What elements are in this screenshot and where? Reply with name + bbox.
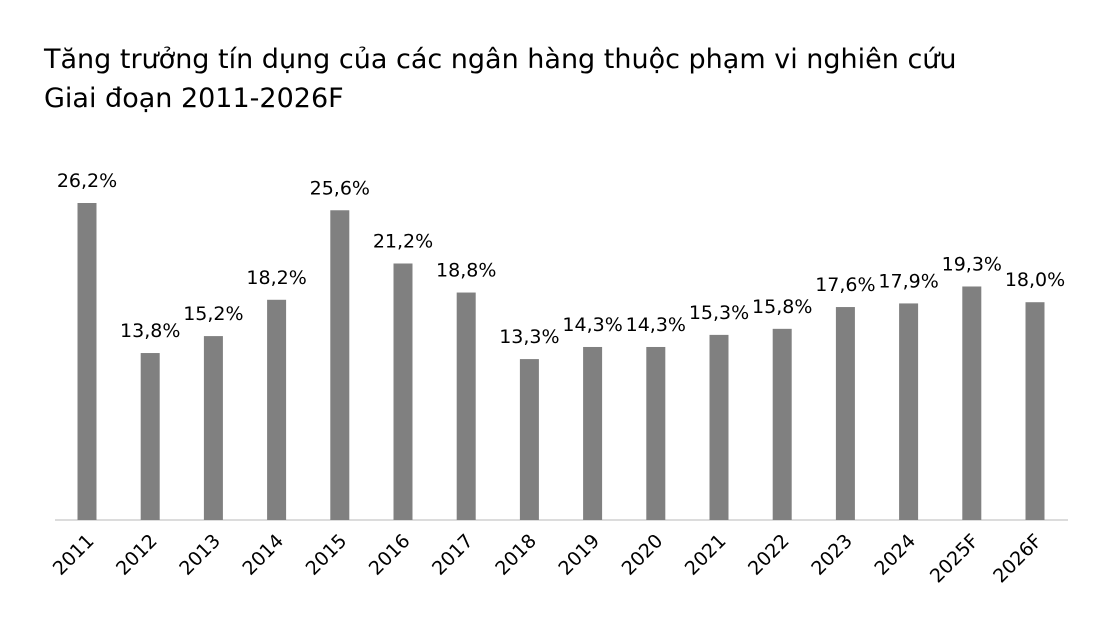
value-label: 18,8% xyxy=(436,260,496,282)
x-tick-label: 2017 xyxy=(428,530,478,580)
bar xyxy=(835,307,855,520)
x-tick-label: 2024 xyxy=(870,530,920,580)
bar xyxy=(709,334,729,520)
x-tick-label: 2012 xyxy=(112,530,162,580)
value-label: 18,0% xyxy=(1005,269,1065,291)
chart-title: Tăng trưởng tín dụng của các ngân hàng t… xyxy=(43,44,957,75)
x-tick-label: 2016 xyxy=(365,530,415,580)
x-tick-label: 2020 xyxy=(618,530,668,580)
chart-subtitle: Giai đoạn 2011-2026F xyxy=(44,83,344,114)
x-tick-label: 2019 xyxy=(554,530,604,580)
value-label: 14,3% xyxy=(626,314,686,336)
value-label: 15,8% xyxy=(752,296,812,318)
bar xyxy=(1025,302,1045,520)
value-label: 21,2% xyxy=(373,230,433,252)
bar xyxy=(267,299,287,520)
x-tick-label: 2011 xyxy=(49,530,99,580)
x-tick-label: 2013 xyxy=(175,530,225,580)
value-label: 17,6% xyxy=(815,274,875,296)
x-tick-label: 2023 xyxy=(807,530,857,580)
value-label: 19,3% xyxy=(942,253,1002,275)
bar xyxy=(772,328,792,520)
bar xyxy=(330,210,350,521)
bar xyxy=(899,303,919,520)
value-label: 13,3% xyxy=(499,326,559,348)
bar xyxy=(393,263,413,520)
x-tick-label: 2018 xyxy=(491,530,541,580)
bar xyxy=(519,359,539,520)
value-label: 13,8% xyxy=(120,320,180,342)
value-label: 26,2% xyxy=(57,170,117,192)
bar xyxy=(962,286,982,520)
value-label: 15,3% xyxy=(689,302,749,324)
bar xyxy=(77,203,97,520)
x-tick-label: 2022 xyxy=(744,530,794,580)
value-label: 18,2% xyxy=(246,267,306,289)
value-label: 14,3% xyxy=(562,314,622,336)
x-tick-label: 2021 xyxy=(681,530,731,580)
value-label: 15,2% xyxy=(183,303,243,325)
bar xyxy=(583,346,603,520)
bar xyxy=(140,353,160,520)
x-tick-label: 2014 xyxy=(238,530,288,580)
bar xyxy=(456,292,476,520)
x-tick-label: 2026F xyxy=(989,530,1046,587)
x-tick-label: 2025F xyxy=(926,530,983,587)
value-label: 25,6% xyxy=(310,177,370,199)
bar xyxy=(646,346,666,520)
x-tick-label: 2015 xyxy=(302,530,352,580)
bar xyxy=(203,336,223,520)
value-label: 17,9% xyxy=(878,270,938,292)
